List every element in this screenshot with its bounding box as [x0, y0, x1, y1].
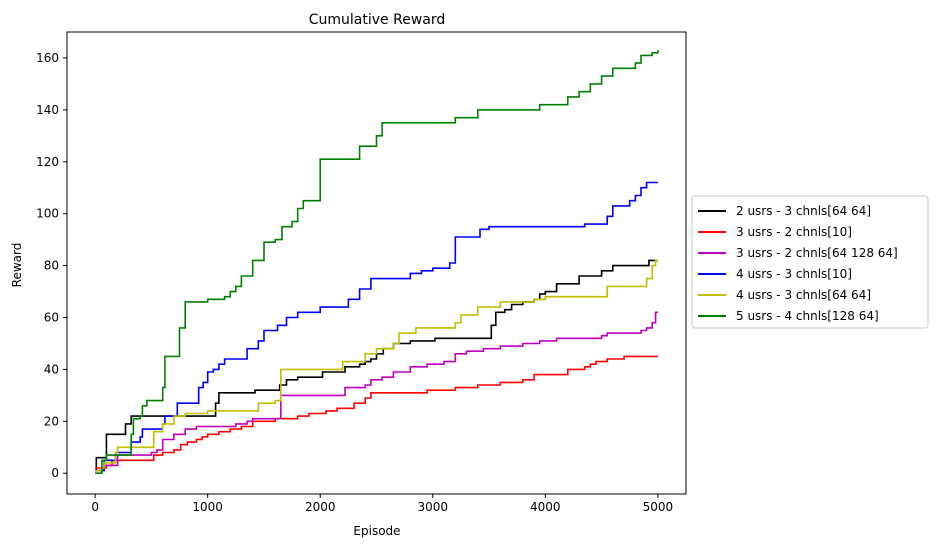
- y-tick-label: 160: [36, 51, 59, 65]
- legend-label-5: 4 usrs - 3 chnls[64 64]: [736, 288, 871, 302]
- y-axis-label: Reward: [10, 243, 24, 288]
- legend: 2 usrs - 3 chnls[64 64] 3 usrs - 2 chnls[…: [691, 195, 929, 329]
- y-axis: 0 20 40 60 80 100 120 140 160: [36, 51, 67, 480]
- y-tick-label: 120: [36, 155, 59, 169]
- plot-frame: [66, 31, 687, 495]
- x-axis: 0 1000 2000 3000 4000 5000: [91, 494, 673, 514]
- x-tick-label: 5000: [643, 500, 674, 514]
- legend-items: 2 usrs - 3 chnls[64 64] 3 usrs - 2 chnls[…: [698, 204, 898, 323]
- y-tick-label: 60: [44, 311, 59, 325]
- series-line-5: [95, 259, 658, 472]
- series-line-3: [95, 311, 658, 472]
- x-tick-label: 2000: [305, 500, 336, 514]
- chart-title: Cumulative Reward: [309, 12, 446, 28]
- x-tick-label: 0: [91, 500, 99, 514]
- x-tick-label: 4000: [530, 500, 561, 514]
- legend-label-6: 5 usrs - 4 chnls[128 64]: [736, 309, 879, 323]
- y-tick-label: 100: [36, 207, 59, 221]
- x-tick-label: 3000: [417, 500, 448, 514]
- legend-label-1: 2 usrs - 3 chnls[64 64]: [736, 204, 871, 218]
- series-layer: [95, 50, 659, 474]
- series-line-1: [95, 259, 658, 472]
- x-axis-label: Episode: [353, 524, 400, 538]
- y-tick-label: 0: [51, 466, 59, 480]
- y-tick-label: 80: [44, 259, 59, 273]
- series-line-6: [95, 50, 659, 474]
- legend-box: [691, 195, 929, 329]
- y-tick-label: 40: [44, 362, 59, 376]
- y-tick-label: 20: [44, 414, 59, 428]
- legend-label-2: 3 usrs - 2 chnls[10]: [736, 225, 852, 239]
- x-tick-label: 1000: [192, 500, 223, 514]
- legend-label-3: 3 usrs - 2 chnls[64 128 64]: [736, 246, 898, 260]
- series-line-2: [95, 355, 658, 469]
- series-line-4: [95, 181, 658, 472]
- legend-label-4: 4 usrs - 3 chnls[10]: [736, 267, 852, 281]
- y-tick-label: 140: [36, 103, 59, 117]
